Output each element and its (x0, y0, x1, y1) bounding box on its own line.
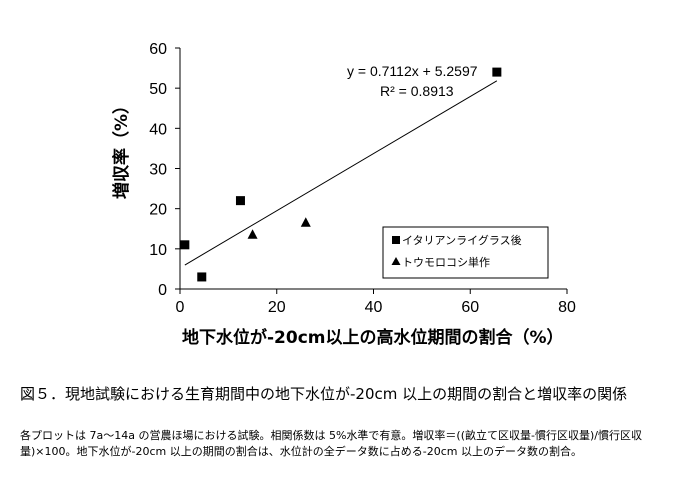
data-point-series-2 (247, 229, 258, 239)
data-point-series-1 (180, 240, 190, 250)
x-tick-label: 40 (365, 299, 383, 316)
data-point-series-1 (235, 196, 245, 206)
y-tick-label: 50 (149, 81, 167, 98)
data-point-series-1 (492, 67, 502, 77)
data-points (180, 67, 502, 282)
plot-area: 0 10 20 30 40 50 60 0 20 40 60 80 (149, 41, 576, 316)
y-tick-label: 60 (149, 41, 167, 58)
x-tick-label: 20 (268, 299, 286, 316)
x-axis-title: 地下水位が-20cm以上の高水位期間の割合（%） (182, 327, 564, 348)
legend-label-series-2: トウモロコシ単作 (402, 255, 490, 269)
x-tick-label: 80 (558, 299, 576, 316)
scatter-chart: 0 10 20 30 40 50 60 0 20 40 60 80 y = 0.7112x + 5.2… (111, 41, 576, 348)
axis-ticks: 0 10 20 30 40 50 60 0 20 40 60 80 (149, 41, 576, 316)
figure-caption: 図５．現地試験における生育期間中の地下水位が-20cm 以上の期間の割合と増収率… (20, 385, 628, 403)
legend-box (382, 226, 549, 279)
legend-label-series-1: イタリアンライグラス後 (402, 233, 522, 247)
y-tick-label: 10 (149, 242, 167, 259)
figure-note: 各プロットは 7a～14a の営農ほ場における試験。相関係数は 5%水準で有意。… (20, 429, 642, 458)
y-tick-label: 40 (149, 121, 167, 138)
legend-marker-triangle (391, 257, 401, 265)
data-point-series-2 (300, 217, 311, 227)
y-axis-title: 増収率（%） (111, 97, 132, 199)
legend: イタリアンライグラス後 トウモロコシ単作 (382, 226, 549, 279)
y-tick-label: 30 (149, 162, 167, 179)
x-tick-label: 0 (176, 299, 185, 316)
trendline (184, 80, 498, 266)
y-tick-label: 20 (149, 202, 167, 219)
x-tick-label: 60 (461, 299, 479, 316)
legend-marker-square (392, 236, 400, 244)
trendline-equation: y = 0.7112x + 5.2597 (347, 63, 478, 79)
data-point-series-1 (197, 272, 207, 282)
trendline-r-squared: R² = 0.8913 (380, 83, 454, 99)
y-tick-label: 0 (158, 282, 167, 299)
